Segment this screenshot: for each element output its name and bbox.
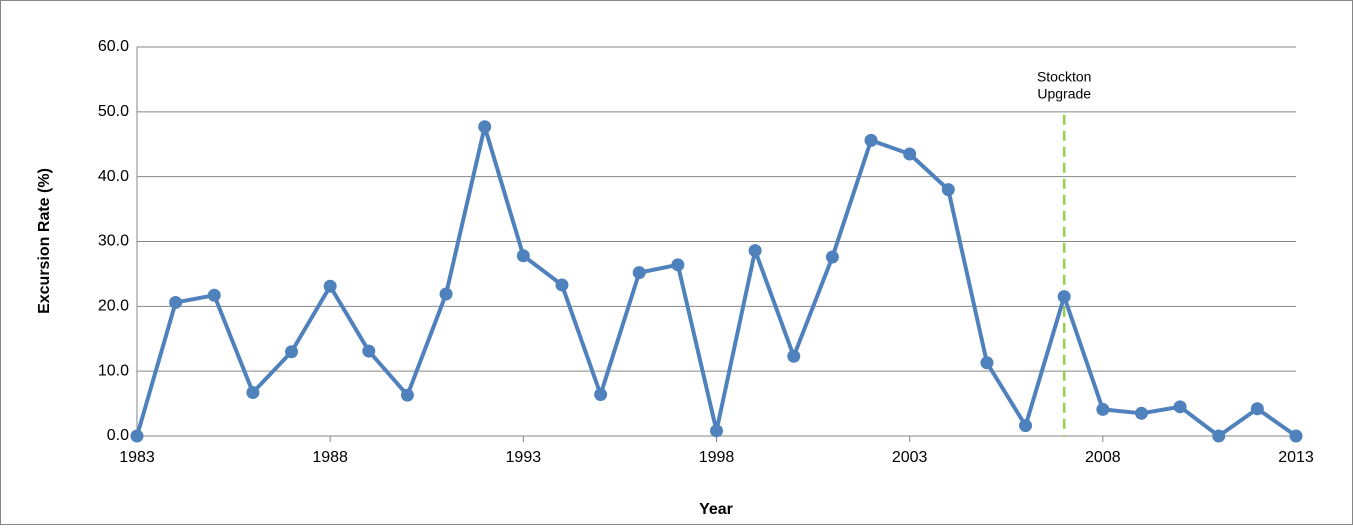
y-tick-label: 10.0 <box>98 362 129 379</box>
data-point <box>1289 429 1303 443</box>
x-tick-label: 2013 <box>1278 449 1314 466</box>
data-point <box>516 249 530 263</box>
x-tick-label: 2003 <box>892 449 928 466</box>
y-tick-label: 60.0 <box>98 38 129 55</box>
x-axis-title: Year <box>699 501 733 518</box>
x-tick-label: 2008 <box>1085 449 1121 466</box>
data-point <box>1134 406 1148 420</box>
data-point <box>169 295 183 309</box>
data-point <box>980 356 994 370</box>
y-axis-title: Excursion Rate (%) <box>36 168 53 314</box>
y-tick-label: 20.0 <box>98 298 129 315</box>
data-point <box>748 244 762 258</box>
y-tick-label: 30.0 <box>98 233 129 250</box>
data-point <box>1096 402 1110 416</box>
y-tick-label: 0.0 <box>107 427 129 444</box>
data-point <box>671 258 685 272</box>
data-point <box>1019 419 1033 433</box>
x-tick-label: 1988 <box>312 449 348 466</box>
x-tick-label: 1993 <box>506 449 542 466</box>
data-point <box>710 424 723 438</box>
data-point <box>864 133 878 147</box>
data-point <box>400 388 414 402</box>
data-point <box>594 388 608 402</box>
annotation-text: Stockton <box>1037 69 1091 85</box>
data-point <box>246 386 260 400</box>
data-point <box>941 183 955 197</box>
data-point <box>1057 290 1071 304</box>
data-point <box>478 120 492 134</box>
x-tick-label: 1998 <box>699 449 735 466</box>
data-point <box>130 429 144 443</box>
data-point <box>285 345 299 359</box>
data-point <box>323 279 337 293</box>
data-point <box>1173 400 1187 414</box>
data-point <box>787 349 801 363</box>
data-point <box>207 288 221 302</box>
data-point <box>1212 429 1226 443</box>
data-point <box>439 287 453 301</box>
annotation-text: Upgrade <box>1037 86 1091 102</box>
y-tick-label: 50.0 <box>98 103 129 120</box>
data-point <box>1250 402 1264 416</box>
data-point <box>555 278 569 292</box>
y-tick-label: 40.0 <box>98 168 129 185</box>
data-point <box>903 147 917 161</box>
data-point <box>362 344 376 358</box>
data-point <box>825 250 839 264</box>
data-point <box>632 266 646 280</box>
x-tick-label: 1983 <box>119 449 155 466</box>
